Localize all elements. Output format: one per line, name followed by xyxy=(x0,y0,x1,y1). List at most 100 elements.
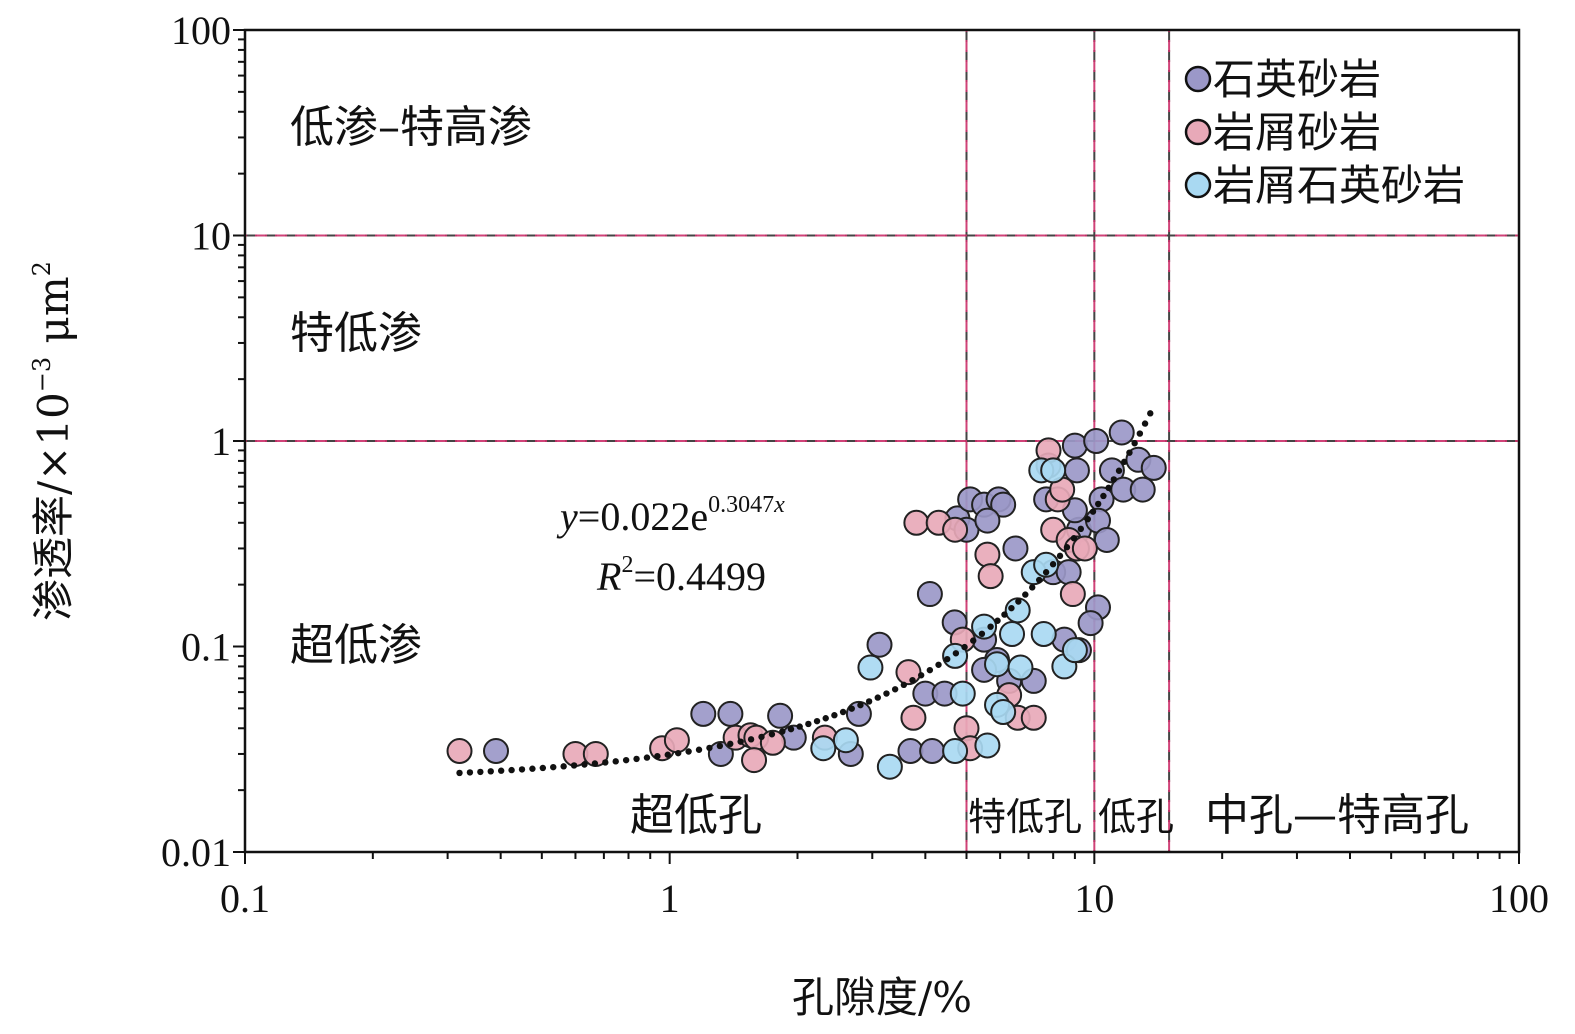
trendline-dot xyxy=(813,717,821,725)
trendline-dot xyxy=(1070,535,1078,542)
trendline-dot xyxy=(664,751,671,758)
trendline-dot xyxy=(1049,561,1057,568)
trendline xyxy=(456,410,1154,777)
point-lithic-quartz xyxy=(1061,637,1088,664)
point-quartz xyxy=(866,631,893,658)
zone-label-perm-high: 低渗–特高渗 xyxy=(290,102,532,153)
point-lithic-quartz xyxy=(876,753,903,780)
trendline-dot xyxy=(1008,604,1015,612)
trendline-dot xyxy=(1147,410,1154,417)
zone-label-por-ultra-low: 超低孔 xyxy=(630,790,762,841)
trendline-dot xyxy=(477,768,484,776)
r-squared: R2=0.4499 xyxy=(596,552,766,599)
trendline-dot xyxy=(612,758,619,765)
y-tick-label: 0.01 xyxy=(161,830,231,875)
point-quartz xyxy=(1055,559,1082,586)
trendline-dot xyxy=(787,725,795,733)
trendline-dot xyxy=(779,728,786,735)
trendline-dot xyxy=(685,748,692,755)
trendline-dot xyxy=(695,746,703,753)
point-quartz xyxy=(690,700,717,727)
y-tick-label: 1 xyxy=(211,419,231,464)
point-quartz xyxy=(1108,419,1135,446)
trendline-dot xyxy=(1105,484,1112,492)
point-quartz xyxy=(990,491,1017,518)
trendline-dot xyxy=(952,650,960,657)
point-quartz xyxy=(916,581,943,608)
trendline-dot xyxy=(978,630,986,638)
zone-label-por-extra-low: 特低孔 xyxy=(968,795,1082,839)
trendline-dot xyxy=(508,766,515,774)
zone-label-por-mid-high: 中孔—特高孔 xyxy=(1205,790,1469,841)
point-lithic-quartz xyxy=(810,735,837,762)
point-quartz xyxy=(1083,428,1110,454)
point-quartz xyxy=(1129,476,1156,503)
trendline-dot xyxy=(891,686,899,693)
trendline-dot xyxy=(865,698,873,705)
trendline-dot xyxy=(917,672,925,679)
point-lithic xyxy=(900,704,927,731)
x-tick-label: 0.1 xyxy=(220,876,270,921)
point-lithic xyxy=(741,747,768,774)
trendline-dot xyxy=(539,764,547,772)
zone-label-por-low: 低孔 xyxy=(1098,795,1174,839)
trendline-dot xyxy=(602,759,609,766)
trendline-dot xyxy=(727,740,734,748)
trendline-dot xyxy=(857,701,864,709)
trendline-dot xyxy=(822,715,829,722)
trendline-dot xyxy=(994,617,1001,624)
trendline-dot xyxy=(839,708,847,716)
trend-equation: y=0.022e0.3047x xyxy=(556,492,785,539)
point-lithic-quartz xyxy=(990,699,1017,726)
trendline-dot xyxy=(961,643,968,651)
trendline-dot xyxy=(768,731,776,738)
point-quartz xyxy=(717,700,744,727)
point-quartz xyxy=(1077,610,1104,637)
trendline-dot xyxy=(706,744,713,752)
trendline-dot xyxy=(456,769,463,777)
point-lithic xyxy=(974,541,1001,568)
point-lithic-quartz xyxy=(942,738,969,765)
trendline-dot xyxy=(758,733,765,741)
trendline-dot xyxy=(1136,430,1144,437)
x-axis-label: 孔隙度/% xyxy=(792,973,972,1022)
trendline-dot xyxy=(560,763,567,770)
point-lithic-quartz xyxy=(971,613,998,640)
point-quartz xyxy=(974,507,1001,534)
trendline-dot xyxy=(1077,525,1085,533)
trendline-dot xyxy=(1131,440,1138,447)
point-lithic xyxy=(1059,581,1086,608)
trendline-dot xyxy=(737,738,744,745)
point-lithic-quartz xyxy=(857,654,884,681)
trendline-dot xyxy=(935,661,942,668)
trendline-dot xyxy=(747,736,755,743)
trendline-dot xyxy=(909,676,916,684)
trendline-dot xyxy=(570,762,578,769)
point-lithic xyxy=(663,727,690,754)
point-quartz xyxy=(1098,457,1125,484)
trendline-dot xyxy=(1141,420,1149,427)
legend-label-lithic: 岩屑砂岩 xyxy=(1213,108,1381,157)
trendline-dot xyxy=(1001,611,1008,618)
trendline-dot xyxy=(848,705,855,712)
trendline-dot xyxy=(944,655,951,663)
trendline-dot xyxy=(900,681,908,689)
trendline-dot xyxy=(1110,476,1118,483)
y-tick-label: 10 xyxy=(191,214,231,259)
trendline-dot xyxy=(1089,508,1097,515)
trendline-dot xyxy=(1015,598,1022,605)
trendline-dot xyxy=(796,723,803,730)
trendline-dot xyxy=(581,761,588,768)
trendline-dot xyxy=(1042,569,1050,576)
point-quartz xyxy=(707,740,734,767)
scatter-points xyxy=(446,419,1167,780)
trendline-dot xyxy=(987,623,994,630)
zone-label-perm-ultra-low: 超低渗 xyxy=(290,620,422,671)
point-lithic xyxy=(895,659,922,686)
point-lithic xyxy=(759,729,786,756)
trendline-dot xyxy=(591,760,599,767)
trendline-dot xyxy=(1126,449,1133,456)
point-lithic xyxy=(1020,704,1047,731)
